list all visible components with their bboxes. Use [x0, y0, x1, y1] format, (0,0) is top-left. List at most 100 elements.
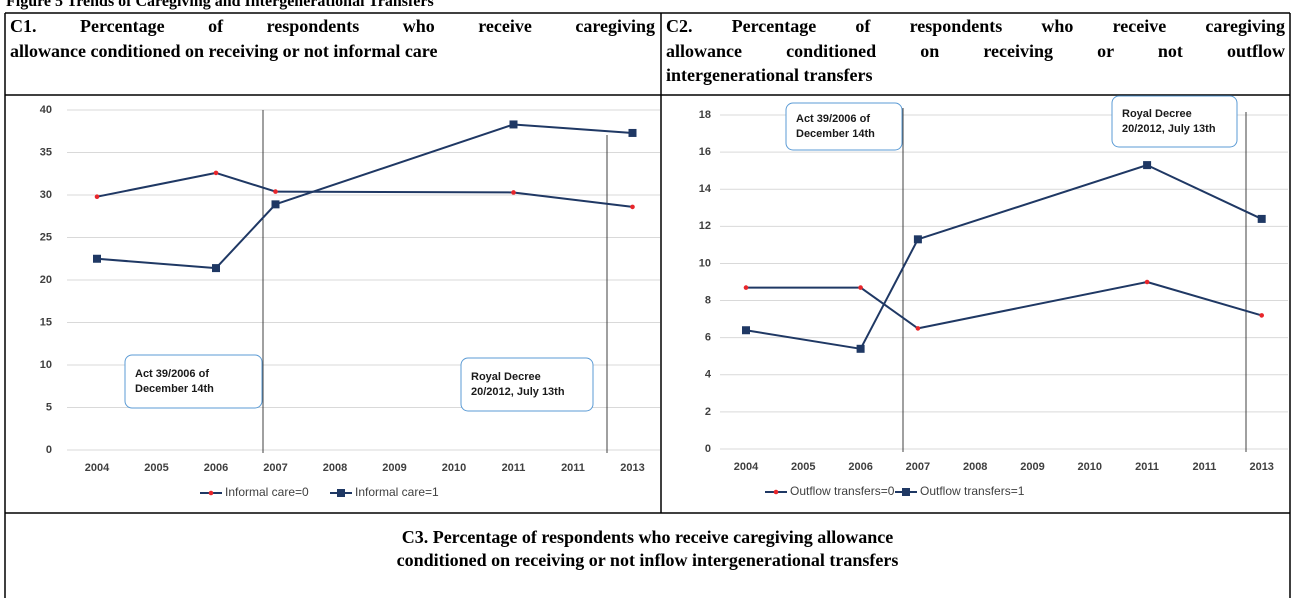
y-tick-label: 12 [699, 220, 711, 232]
connector [859, 238, 919, 350]
panel-title: C2. Percentage of respondents who receiv… [666, 14, 1285, 88]
marker [511, 190, 516, 195]
marker [509, 120, 518, 129]
annotation-box [460, 357, 594, 412]
marker [273, 189, 278, 194]
bottom-panel-title: C3. Percentage of respondents who receiv… [5, 526, 1290, 572]
figure-title: Figure 5 Trends of Caregiving and Interg… [6, 0, 434, 10]
y-tick-label: 0 [705, 443, 711, 455]
marker [913, 235, 922, 244]
connector [96, 171, 217, 198]
legend-label: Outflow transfers=1 [920, 484, 1025, 498]
title-line: conditioned on receiving or not inflow i… [396, 550, 899, 570]
x-tick-label: 2007 [906, 461, 930, 473]
marker [915, 326, 921, 331]
y-tick-label: 20 [40, 274, 52, 286]
connector [513, 123, 633, 134]
annotation-text: Royal Decree [1122, 108, 1192, 120]
title-line: C2. Percentage of respondents who receiv… [666, 16, 1285, 36]
annotation-text: 20/2012, July 13th [1122, 123, 1216, 135]
annotation-text: Act 39/2006 of [135, 368, 209, 380]
marker [212, 264, 220, 273]
annotation-text: Royal Decree [471, 371, 541, 383]
annotation-text: 20/2012, July 13th [471, 386, 565, 398]
y-tick-label: 16 [699, 146, 711, 158]
x-tick-label: 2013 [620, 462, 644, 474]
y-tick-label: 0 [46, 444, 52, 456]
y-tick-label: 15 [40, 316, 52, 328]
series [743, 279, 1264, 331]
table-borders [4, 12, 1291, 598]
x-tick-label: 2007 [263, 462, 287, 474]
x-tick-label: 2004 [85, 462, 110, 474]
marker [628, 128, 637, 137]
x-tick-label: 2011 [1135, 461, 1159, 473]
y-tick-label: 40 [40, 104, 52, 116]
marker [208, 490, 214, 496]
marker [773, 489, 779, 495]
annotation-text: December 14th [796, 128, 875, 140]
x-tick-label: 2008 [323, 462, 347, 474]
x-tick-label: 2006 [204, 462, 228, 474]
annotation-box [785, 102, 903, 151]
connector [513, 191, 633, 208]
marker [1143, 161, 1152, 170]
x-tick-label: 2004 [734, 461, 759, 473]
title-line: allowance conditioned on receiving or no… [10, 40, 438, 61]
x-tick-label: 2010 [442, 462, 466, 474]
marker [1144, 279, 1150, 285]
marker [337, 489, 345, 497]
connector [275, 123, 514, 206]
title-line: C1. Percentage of respondents who receiv… [10, 16, 655, 36]
y-tick-label: 18 [699, 109, 711, 121]
x-tick-label: 2013 [1249, 461, 1273, 473]
connector [1146, 164, 1263, 220]
connector [860, 286, 919, 330]
y-tick-label: 8 [705, 294, 711, 306]
y-tick-label: 4 [705, 369, 712, 381]
x-tick-label: 2009 [1020, 461, 1044, 473]
y-tick-label: 6 [705, 332, 711, 344]
y-tick-label: 5 [46, 401, 52, 413]
x-tick-label: 2011 [561, 462, 585, 474]
connector [215, 203, 277, 269]
annotation-text: December 14th [135, 383, 214, 395]
annotation-text: Act 39/2006 of [796, 113, 870, 125]
connector [745, 329, 861, 350]
y-tick-label: 35 [40, 146, 52, 158]
connector [96, 257, 217, 270]
x-tick-label: 2010 [1078, 461, 1102, 473]
marker [93, 254, 101, 263]
x-tick-label: 2005 [791, 461, 815, 473]
x-tick-label: 2011 [502, 462, 526, 474]
y-tick-label: 25 [40, 231, 52, 243]
connector [1146, 281, 1262, 317]
marker [1257, 214, 1266, 223]
series [94, 170, 635, 210]
series [742, 161, 1266, 353]
legend-label: Outflow transfers=0 [790, 484, 895, 498]
marker [742, 326, 750, 335]
marker [94, 194, 100, 199]
y-tick-label: 10 [699, 257, 711, 269]
marker [1259, 313, 1264, 318]
annotation-box [124, 354, 263, 409]
connector [917, 281, 1148, 330]
legend-label: Informal care=0 [225, 485, 309, 499]
series [93, 120, 637, 273]
title-line: intergenerational transfers [666, 65, 873, 85]
marker [213, 170, 219, 176]
annotation-box [1111, 95, 1238, 148]
x-tick-label: 2006 [848, 461, 872, 473]
connector [917, 164, 1148, 241]
panel-title: C1. Percentage of respondents who receiv… [10, 14, 655, 63]
y-tick-label: 10 [40, 359, 52, 371]
title-line: C3. Percentage of respondents who receiv… [401, 527, 894, 547]
x-tick-label: 2005 [144, 462, 168, 474]
connector [215, 171, 276, 193]
marker [856, 344, 865, 353]
legend-label: Informal care=1 [355, 485, 439, 499]
x-tick-label: 2011 [1192, 461, 1216, 473]
